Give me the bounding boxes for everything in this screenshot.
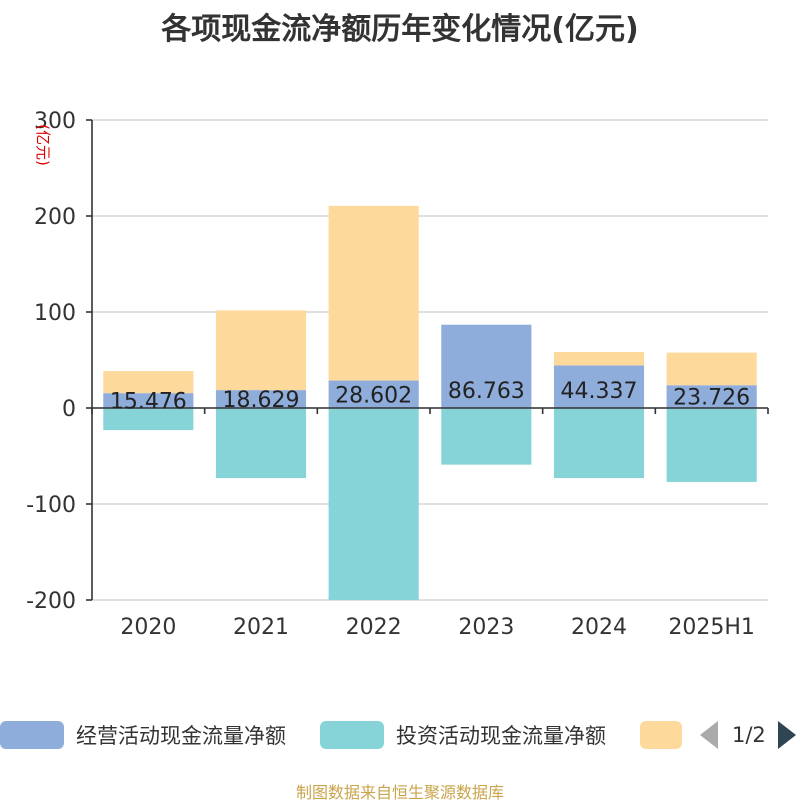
y-tick-label: -200 — [26, 589, 76, 614]
legend-item-operating[interactable]: 经营活动现金流量净额 — [0, 718, 286, 752]
bar-series1 — [553, 408, 645, 479]
x-tick-label: 2024 — [571, 615, 627, 640]
bar-series2 — [103, 371, 194, 394]
legend-label-investing: 投资活动现金流量净额 — [396, 724, 606, 748]
data-label: 44.337 — [561, 379, 638, 404]
y-tick-label: 200 — [34, 205, 76, 230]
legend-item-third[interactable] — [640, 718, 682, 752]
x-tick-label: 2021 — [233, 615, 289, 640]
x-tick-label: 2025H1 — [668, 615, 755, 640]
bar-series0 — [215, 390, 307, 408]
pager-next-arrow-icon[interactable] — [777, 721, 796, 749]
legend: 经营活动现金流量净额 投资活动现金流量净额 1/2 — [0, 718, 800, 752]
data-label: 18.629 — [223, 388, 300, 413]
bar-series0 — [666, 385, 757, 408]
legend-item-investing[interactable]: 投资活动现金流量净额 — [320, 718, 606, 752]
y-tick-label: 100 — [34, 301, 76, 326]
bar-series1 — [441, 408, 532, 465]
y-tick-label: -100 — [26, 493, 76, 518]
source-footer: 制图数据来自恒生聚源数据库 — [295, 783, 504, 800]
bar-series2 — [666, 352, 757, 386]
data-label: 28.602 — [335, 383, 412, 408]
bar-series0 — [328, 380, 419, 408]
bar-series1 — [103, 408, 194, 431]
y-axis-unit-label: (亿元) — [34, 124, 52, 166]
x-tick-label: 2022 — [346, 615, 402, 640]
bar-series0 — [441, 324, 532, 408]
bar-series2 — [328, 205, 419, 381]
bar-series0 — [553, 365, 645, 408]
legend-pager: 1/2 — [700, 718, 796, 752]
pager-text: 1/2 — [732, 723, 766, 747]
bar-series1 — [328, 408, 419, 600]
y-tick-label: 300 — [34, 109, 76, 134]
legend-label-operating: 经营活动现金流量净额 — [76, 724, 286, 748]
x-tick-label: 2020 — [120, 615, 176, 640]
pager-prev-arrow-icon[interactable] — [700, 721, 718, 749]
bar-series1 — [666, 408, 757, 482]
legend-swatch-operating — [0, 721, 64, 749]
chart-title: 各项现金流净额历年变化情况(亿元) — [161, 12, 639, 47]
data-label: 15.476 — [110, 390, 187, 415]
data-label: 86.763 — [448, 379, 525, 404]
y-tick-label: 0 — [62, 397, 76, 422]
x-tick-label: 2023 — [458, 615, 514, 640]
bar-series1 — [215, 408, 307, 479]
legend-swatch-third — [640, 721, 682, 749]
data-label: 23.726 — [673, 386, 750, 411]
legend-swatch-investing — [320, 721, 384, 749]
bar-series2 — [215, 310, 307, 391]
bar-series0 — [103, 393, 194, 408]
bar-series2 — [553, 351, 645, 366]
